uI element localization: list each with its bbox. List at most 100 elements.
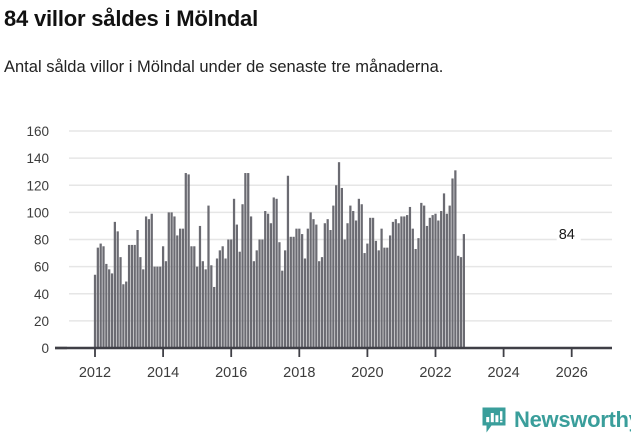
bar[interactable] bbox=[437, 220, 440, 348]
bar[interactable] bbox=[454, 170, 457, 348]
bar[interactable] bbox=[139, 257, 142, 348]
bar[interactable] bbox=[309, 212, 312, 349]
bar[interactable] bbox=[352, 211, 355, 348]
bar[interactable] bbox=[346, 223, 349, 348]
bar[interactable] bbox=[227, 239, 230, 349]
bar[interactable] bbox=[301, 234, 304, 348]
bar[interactable] bbox=[403, 216, 406, 348]
bar[interactable] bbox=[278, 242, 281, 348]
bar[interactable] bbox=[303, 258, 307, 348]
bar[interactable] bbox=[408, 206, 412, 348]
bar[interactable] bbox=[332, 205, 335, 348]
bar[interactable] bbox=[281, 270, 284, 348]
bar[interactable] bbox=[414, 248, 417, 348]
bar[interactable] bbox=[230, 239, 233, 349]
bar[interactable] bbox=[295, 228, 298, 348]
bar[interactable] bbox=[269, 223, 273, 348]
bar[interactable] bbox=[357, 198, 361, 348]
bar[interactable] bbox=[161, 246, 165, 348]
bar[interactable] bbox=[391, 221, 395, 348]
bar[interactable] bbox=[445, 213, 448, 348]
bar[interactable] bbox=[459, 257, 463, 348]
bar[interactable] bbox=[462, 234, 465, 348]
bar[interactable] bbox=[125, 281, 128, 348]
bar[interactable] bbox=[221, 246, 224, 348]
bar[interactable] bbox=[187, 174, 190, 348]
bar[interactable] bbox=[113, 221, 116, 348]
bar[interactable] bbox=[179, 228, 182, 348]
bar[interactable] bbox=[326, 219, 329, 348]
bar[interactable] bbox=[167, 212, 170, 349]
bar[interactable] bbox=[93, 274, 97, 348]
bar[interactable] bbox=[275, 198, 278, 348]
bar[interactable] bbox=[337, 162, 341, 348]
bar[interactable] bbox=[184, 173, 187, 348]
bar[interactable] bbox=[320, 257, 324, 348]
newsworthy-logo[interactable]: Newsworthy bbox=[481, 406, 631, 434]
bar[interactable] bbox=[374, 240, 378, 348]
bar[interactable] bbox=[142, 269, 145, 348]
bar[interactable] bbox=[298, 228, 301, 348]
bar[interactable] bbox=[249, 216, 253, 348]
bar[interactable] bbox=[431, 215, 434, 348]
bar[interactable] bbox=[198, 225, 202, 348]
bar[interactable] bbox=[380, 228, 383, 348]
bar[interactable] bbox=[207, 205, 210, 348]
bar[interactable] bbox=[144, 216, 148, 348]
bar[interactable] bbox=[181, 228, 185, 348]
bar[interactable] bbox=[400, 216, 403, 348]
bar[interactable] bbox=[340, 187, 343, 348]
bar[interactable] bbox=[448, 205, 451, 348]
bar[interactable] bbox=[286, 175, 290, 348]
bar[interactable] bbox=[371, 217, 375, 348]
bar[interactable] bbox=[289, 236, 292, 348]
bar[interactable] bbox=[283, 250, 287, 348]
bar[interactable] bbox=[130, 244, 134, 348]
bar[interactable] bbox=[156, 266, 159, 349]
bar[interactable] bbox=[122, 284, 125, 348]
bar[interactable] bbox=[442, 193, 446, 348]
bar[interactable] bbox=[224, 258, 227, 348]
bar[interactable] bbox=[153, 266, 156, 349]
bar[interactable] bbox=[170, 212, 173, 349]
bar[interactable] bbox=[457, 255, 460, 348]
bar[interactable] bbox=[383, 247, 386, 348]
bar[interactable] bbox=[196, 266, 199, 349]
bar[interactable] bbox=[258, 239, 261, 349]
bar[interactable] bbox=[218, 250, 221, 348]
bar[interactable] bbox=[119, 257, 122, 348]
bar[interactable] bbox=[264, 211, 267, 348]
bar[interactable] bbox=[329, 230, 332, 348]
bar[interactable] bbox=[420, 202, 423, 348]
bar[interactable] bbox=[190, 246, 193, 348]
bar[interactable] bbox=[397, 223, 400, 348]
bar[interactable] bbox=[377, 250, 380, 348]
bar[interactable] bbox=[354, 220, 358, 348]
bar[interactable] bbox=[147, 219, 151, 348]
bar[interactable] bbox=[315, 224, 318, 348]
bar[interactable] bbox=[108, 269, 111, 348]
bar[interactable] bbox=[343, 239, 346, 349]
bar[interactable] bbox=[127, 244, 131, 348]
bar[interactable] bbox=[116, 231, 119, 348]
bar[interactable] bbox=[411, 228, 414, 348]
bar[interactable] bbox=[102, 246, 105, 348]
bar[interactable] bbox=[105, 263, 108, 348]
bar[interactable] bbox=[440, 211, 443, 348]
bar[interactable] bbox=[369, 217, 372, 348]
bar[interactable] bbox=[173, 216, 176, 348]
bar[interactable] bbox=[133, 244, 136, 348]
bar[interactable] bbox=[150, 213, 153, 348]
bar[interactable] bbox=[394, 219, 397, 348]
bar[interactable] bbox=[159, 266, 162, 349]
bar[interactable] bbox=[110, 273, 114, 348]
bar[interactable] bbox=[425, 225, 429, 348]
bar[interactable] bbox=[266, 213, 270, 348]
bar[interactable] bbox=[272, 197, 275, 348]
bar[interactable] bbox=[451, 178, 454, 348]
bar[interactable] bbox=[434, 213, 437, 348]
bar[interactable] bbox=[360, 204, 363, 348]
bar[interactable] bbox=[204, 269, 207, 348]
bar[interactable] bbox=[292, 236, 295, 348]
bar[interactable] bbox=[386, 247, 389, 348]
